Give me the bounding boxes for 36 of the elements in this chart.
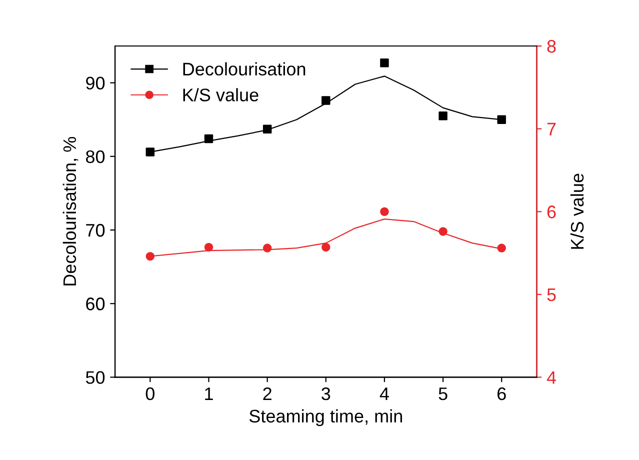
point (322, 242, 330, 252)
point (262, 124, 272, 134)
point (204, 242, 214, 252)
point (262, 244, 272, 252)
point (322, 96, 330, 105)
y2-tick-label: 4 (546, 371, 556, 384)
y2-tick-label: 8 (547, 40, 556, 53)
y-tick-label: 70 (86, 224, 105, 237)
x-tick-label: 2 (263, 387, 272, 400)
y2-tick-label: 5 (547, 288, 556, 302)
x-tick-label: 4 (380, 388, 389, 400)
y-tick-label: 60 (86, 298, 105, 310)
y-tick-label: 90 (86, 76, 105, 90)
legend-label: Decolourisation (183, 62, 306, 76)
point (204, 134, 214, 144)
point (146, 252, 155, 261)
point (438, 112, 448, 120)
x-tick-label: 5 (438, 388, 448, 400)
y-axis-title: Decolourisation, % (62, 136, 78, 286)
point (497, 244, 506, 252)
x-axis-title: Steaming time, min (249, 409, 402, 426)
x-tick-label: 3 (322, 387, 330, 400)
y2-tick-label: 7 (547, 122, 556, 136)
x-tick-label: 0 (146, 387, 154, 400)
x-tick-label: 6 (498, 387, 506, 400)
y2-tick-label: 6 (547, 206, 556, 218)
x-tick-label: 1 (205, 388, 213, 400)
point (438, 227, 448, 236)
point (380, 207, 389, 216)
point (146, 148, 155, 156)
y-tick-label: 80 (86, 150, 105, 164)
y-tick-label: 50 (86, 371, 105, 384)
point (497, 115, 506, 124)
legend-label: K/S value (183, 88, 258, 102)
point (380, 58, 389, 68)
y2-axis-title: K/S value (570, 174, 584, 249)
